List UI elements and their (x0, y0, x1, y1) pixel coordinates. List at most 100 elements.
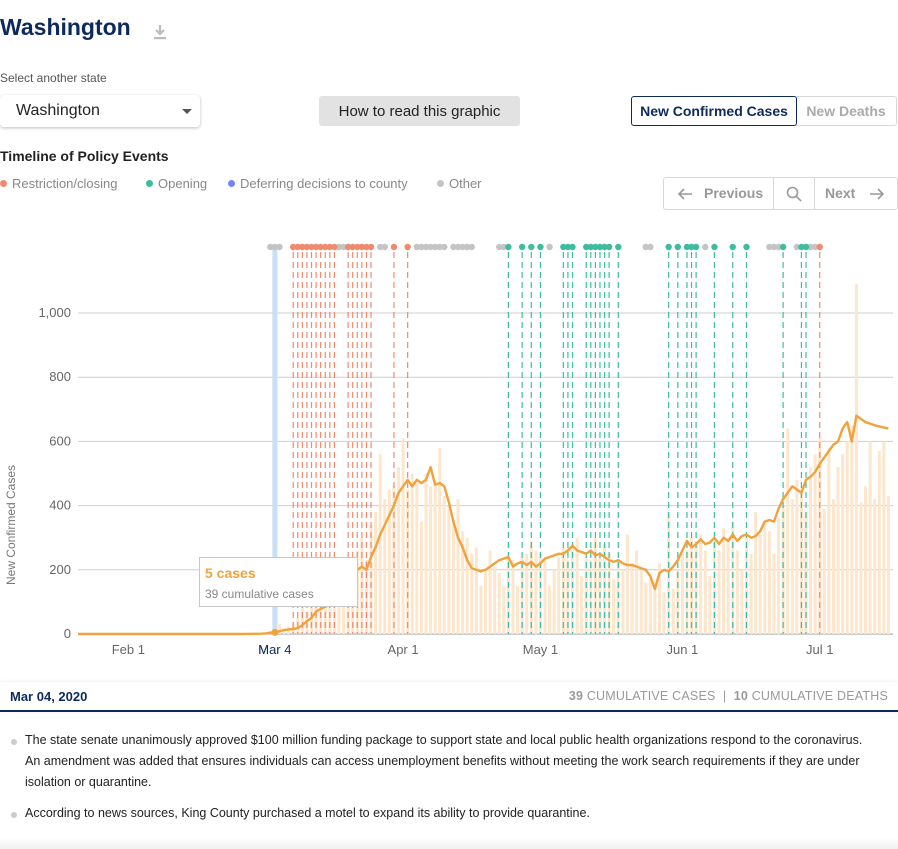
event-dot (798, 243, 805, 251)
bar (392, 486, 396, 634)
y-tick-label: 0 (64, 626, 71, 641)
bar (740, 569, 744, 634)
how-to-read-button[interactable]: How to read this graphic (319, 96, 520, 126)
event-dot (692, 243, 700, 251)
legend-label: Deferring decisions to county (240, 176, 408, 191)
bar (722, 528, 726, 634)
bar (749, 553, 753, 634)
bar (841, 454, 845, 634)
tab-new-deaths[interactable]: New Deaths (796, 96, 897, 126)
other-dot-icon (437, 180, 444, 187)
bar (873, 499, 877, 634)
bar (575, 537, 579, 634)
y-tick-label: 800 (49, 369, 71, 384)
event-dot (376, 243, 384, 251)
bar (648, 579, 652, 634)
cumulative-deaths-value: 10 (733, 689, 749, 703)
event-dot (601, 243, 608, 251)
bar (644, 582, 648, 634)
bar (557, 556, 561, 634)
download-icon[interactable] (151, 22, 169, 42)
y-axis-label: New Confirmed Cases (4, 465, 18, 585)
bar (397, 467, 400, 634)
bar (429, 486, 433, 634)
event-dot (317, 243, 324, 251)
bar (369, 524, 373, 634)
selected-point (271, 628, 279, 636)
legend-item-other: Other (437, 176, 482, 191)
bar (415, 483, 419, 634)
event-dot (413, 243, 421, 251)
arrow-left-icon (677, 188, 692, 200)
event-dot (528, 243, 535, 251)
previous-button[interactable]: Previous (664, 178, 774, 209)
event-dot (303, 243, 311, 251)
event-dot (271, 243, 279, 251)
event-dot (441, 243, 448, 251)
bar (781, 505, 785, 634)
policy-event-lines (267, 243, 823, 634)
event-dot (518, 243, 526, 251)
event-dot (564, 243, 572, 251)
bar (552, 569, 556, 634)
bar (767, 531, 771, 634)
bar (699, 534, 703, 634)
page-title: Washington (0, 14, 131, 40)
tooltip: 5 cases 39 cumulative cases (199, 557, 358, 607)
bar (786, 428, 790, 634)
event-dot (496, 243, 503, 251)
bar (612, 579, 616, 634)
event-dot (308, 243, 315, 251)
event-dot (299, 243, 306, 251)
state-select[interactable]: Washington (0, 95, 200, 127)
bar (488, 550, 492, 634)
selected-date: Mar 04, 2020 (10, 689, 88, 704)
event-dot (367, 243, 375, 251)
separator: | (722, 689, 727, 703)
bar (374, 512, 378, 634)
bar (813, 454, 817, 634)
bar (451, 518, 455, 634)
event-dot (450, 243, 457, 251)
cases-chart: 0 200 400 600 800 1,000 Feb 1 M Apr 1 May 1 Jun 1… (4, 243, 893, 657)
bar (836, 467, 840, 634)
event-dot (665, 243, 672, 251)
deferring-dot-icon (228, 180, 235, 187)
bar (635, 550, 639, 634)
tab-new-confirmed-cases[interactable]: New Confirmed Cases (631, 96, 797, 126)
bar (886, 495, 890, 634)
event-dot (459, 243, 466, 251)
bar (717, 550, 721, 634)
bar (479, 585, 483, 634)
event-dot (702, 243, 709, 251)
bar (662, 592, 666, 634)
next-button[interactable]: Next (815, 178, 897, 209)
event-dot (537, 243, 544, 251)
event-dot (583, 243, 590, 251)
bar (383, 499, 387, 634)
restriction-dot-icon (0, 180, 7, 187)
bar (809, 467, 813, 634)
bar (502, 585, 506, 634)
event-dot (335, 243, 343, 251)
event-dot (344, 243, 352, 251)
bar (277, 624, 281, 634)
event-dot (390, 243, 398, 251)
state-select-label: Select another state (0, 71, 107, 85)
event-dot (294, 243, 301, 251)
legend-label: Opening (158, 176, 208, 191)
event-dot (340, 243, 347, 251)
bar (790, 499, 794, 634)
search-button[interactable] (774, 178, 815, 209)
event-dot (596, 243, 604, 251)
event-dot (381, 243, 388, 251)
bar (474, 547, 478, 634)
event-pager: Previous Next (663, 177, 898, 210)
bar (543, 560, 547, 634)
event-dot (418, 243, 425, 251)
bar (497, 573, 501, 634)
bar (850, 425, 854, 634)
bar (406, 489, 410, 634)
event-dot (642, 243, 649, 251)
event-dot (546, 243, 553, 251)
